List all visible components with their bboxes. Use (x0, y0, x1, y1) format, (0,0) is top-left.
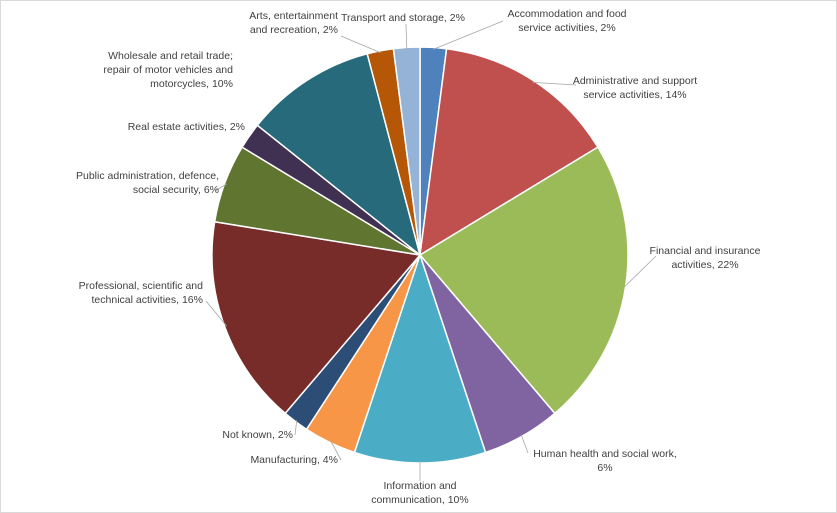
data-label-line: service activities, 2% (518, 22, 615, 34)
data-label-line: communication, 10% (371, 494, 468, 506)
data-label-line: repair of motor vehicles and (103, 64, 233, 76)
data-label-9: Public administration, defence, social se… (76, 170, 219, 196)
leader-line-13 (405, 23, 408, 50)
leader-line-1 (433, 20, 504, 50)
data-label-line: Transport and storage, 2% (341, 12, 465, 24)
pie-slice-8 (211, 220, 422, 415)
data-label-11: Wholesale and retail trade; repair of mot… (103, 50, 233, 90)
data-label-1: Accommodation and food service activities… (507, 8, 626, 34)
data-label-line: 6% (597, 462, 612, 474)
leader-line-12 (340, 35, 381, 54)
leader-line-4 (520, 434, 529, 454)
leader-line-8 (205, 300, 228, 327)
pie-slice-3 (418, 146, 629, 415)
data-label-line: Financial and insurance (650, 245, 761, 257)
data-label-line: and recreation, 2% (250, 24, 338, 36)
data-label-10: Real estate activities, 2% (128, 121, 245, 133)
data-label-line: Information and (384, 480, 457, 492)
data-label-5: Information and communication, 10% (371, 480, 468, 506)
leader-line-7 (294, 420, 298, 436)
data-label-line: Human health and social work, (533, 448, 677, 460)
data-label-line: Wholesale and retail trade; (108, 50, 233, 62)
data-label-line: Manufacturing, 4% (250, 454, 338, 466)
data-label-line: Professional, scientific and (79, 280, 203, 292)
leader-line-6 (330, 440, 342, 461)
data-label-6: Manufacturing, 4% (250, 454, 338, 466)
data-label-line: activities, 22% (671, 259, 738, 271)
data-label-4: Human health and social work, 6% (533, 448, 677, 474)
data-label-7: Not known, 2% (222, 429, 293, 441)
data-label-line: service activities, 14% (583, 89, 686, 101)
data-label-13: Transport and storage, 2% (341, 12, 465, 24)
leader-line-2 (532, 82, 577, 86)
data-label-line: Accommodation and food (507, 8, 626, 20)
data-label-2: Administrative and support service activi… (573, 75, 697, 101)
leader-lines (205, 20, 657, 481)
data-label-12: Arts, entertainment and recreation, 2% (249, 10, 338, 36)
data-label-3: Financial and insurance activities, 22% (650, 245, 761, 271)
data-label-line: Real estate activities, 2% (128, 121, 245, 133)
data-label-8: Professional, scientific and technical ac… (79, 280, 203, 306)
pie-slice-11 (256, 52, 422, 257)
data-label-line: technical activities, 16% (92, 294, 203, 306)
data-label-line: social security, 6% (133, 184, 219, 196)
pie-slice-2 (419, 47, 599, 257)
data-label-line: motorcycles, 10% (150, 78, 233, 90)
data-label-line: Administrative and support (573, 75, 697, 87)
data-label-line: Public administration, defence, (76, 170, 219, 182)
pie-slices (211, 46, 629, 464)
leader-line-3 (623, 255, 657, 289)
data-labels: Accommodation and food service activities… (76, 8, 761, 506)
data-label-line: Not known, 2% (222, 429, 293, 441)
data-label-line: Arts, entertainment (249, 10, 338, 22)
leader-line-9 (214, 183, 227, 192)
